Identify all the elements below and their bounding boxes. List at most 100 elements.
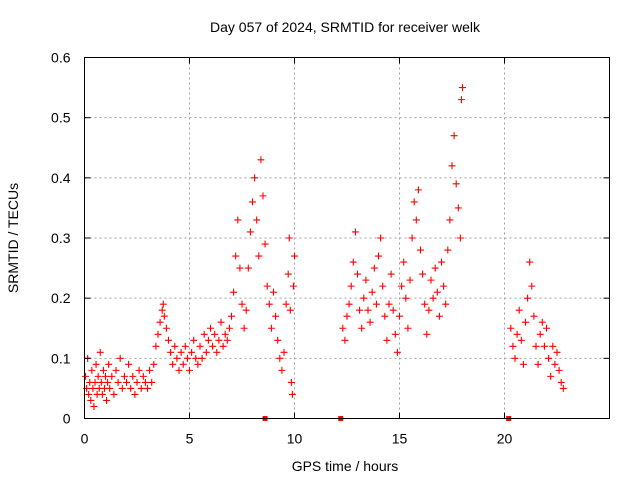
data-point <box>543 324 550 332</box>
data-point <box>288 390 296 398</box>
data-point <box>389 306 397 314</box>
x-tick-label: 10 <box>287 431 303 447</box>
y-tick-label: 0.2 <box>51 290 71 306</box>
data-point <box>167 348 175 356</box>
data-point <box>123 378 130 386</box>
data-point <box>356 306 364 314</box>
data-point <box>402 294 410 302</box>
data-point <box>511 354 519 362</box>
data-point <box>116 354 124 362</box>
data-point <box>410 198 418 206</box>
data-point <box>82 372 90 380</box>
data-point <box>448 162 456 170</box>
data-point <box>103 396 111 404</box>
tick-labels-layer: 0 0.1 0.2 0.3 0.4 0.5 0.6 0 5 10 15 20 <box>51 50 512 447</box>
data-point <box>265 300 273 308</box>
data-point <box>452 180 460 188</box>
data-point <box>375 252 382 260</box>
data-point <box>362 276 370 284</box>
y-tick-label: 0.3 <box>51 230 71 246</box>
ticks-layer <box>84 57 610 419</box>
data-point <box>400 258 408 266</box>
data-point <box>515 306 523 314</box>
data-point <box>370 264 378 272</box>
data-point <box>538 318 546 326</box>
data-point <box>551 360 559 368</box>
data-point <box>186 366 193 374</box>
data-point <box>98 390 106 398</box>
data-point <box>162 324 170 332</box>
data-point <box>150 360 158 368</box>
data-point <box>129 372 137 380</box>
data-point <box>165 336 172 344</box>
y-tick-label: 0 <box>63 411 71 427</box>
data-point <box>285 234 293 242</box>
data-point <box>513 330 521 338</box>
data-point <box>364 306 372 314</box>
data-point <box>274 336 282 344</box>
data-point <box>393 348 401 356</box>
data-point <box>530 312 538 320</box>
y-tick-label: 0.1 <box>51 350 71 366</box>
y-axis-title: SRMTID / TECUs <box>5 183 21 293</box>
data-point <box>404 324 412 332</box>
data-point <box>381 312 389 320</box>
data-point <box>557 378 565 386</box>
data-point <box>509 342 517 350</box>
data-point <box>549 342 557 350</box>
data-point <box>433 288 441 296</box>
data-point <box>366 318 374 326</box>
data-point <box>540 342 548 350</box>
data-point <box>368 288 376 296</box>
data-point <box>110 390 118 398</box>
data-point <box>196 342 204 350</box>
data-point <box>423 330 431 338</box>
data-point <box>146 366 154 374</box>
data-point <box>429 294 437 302</box>
data-point <box>267 324 275 332</box>
data-point <box>349 258 357 266</box>
data-point <box>192 354 200 362</box>
data-point <box>221 330 229 338</box>
data-point <box>372 300 380 308</box>
data-point <box>287 378 295 386</box>
data-point <box>450 132 458 140</box>
data-point <box>85 390 93 398</box>
data-point <box>387 270 395 278</box>
data-point <box>204 336 212 344</box>
data-point <box>440 282 448 290</box>
data-point <box>131 390 139 398</box>
data-point <box>555 366 563 374</box>
data-point <box>175 366 183 374</box>
data-point <box>225 324 233 332</box>
data-point <box>209 342 217 350</box>
data-point <box>438 258 445 266</box>
data-point <box>270 288 277 296</box>
data-point <box>559 384 567 392</box>
data-point <box>104 378 112 386</box>
data-point <box>127 384 135 392</box>
data-point <box>211 330 219 338</box>
data-point <box>160 312 168 320</box>
data-point <box>547 372 555 380</box>
data-point <box>244 264 252 272</box>
data-point <box>169 360 177 368</box>
data-point <box>425 306 433 314</box>
data-point <box>114 378 122 386</box>
data-point <box>236 264 244 272</box>
data-point <box>517 336 525 344</box>
data-point <box>139 372 147 380</box>
data-point <box>255 252 263 260</box>
data-point <box>391 330 399 338</box>
data-point <box>190 336 198 344</box>
data-point <box>120 372 128 380</box>
data-point <box>213 348 221 356</box>
data-point <box>200 330 208 338</box>
data-point <box>282 300 290 308</box>
x-tick-label: 0 <box>81 431 89 447</box>
data-point <box>379 282 387 290</box>
data-point <box>148 378 156 386</box>
data-point <box>90 402 98 410</box>
data-point <box>179 360 187 368</box>
data-point <box>421 300 429 308</box>
